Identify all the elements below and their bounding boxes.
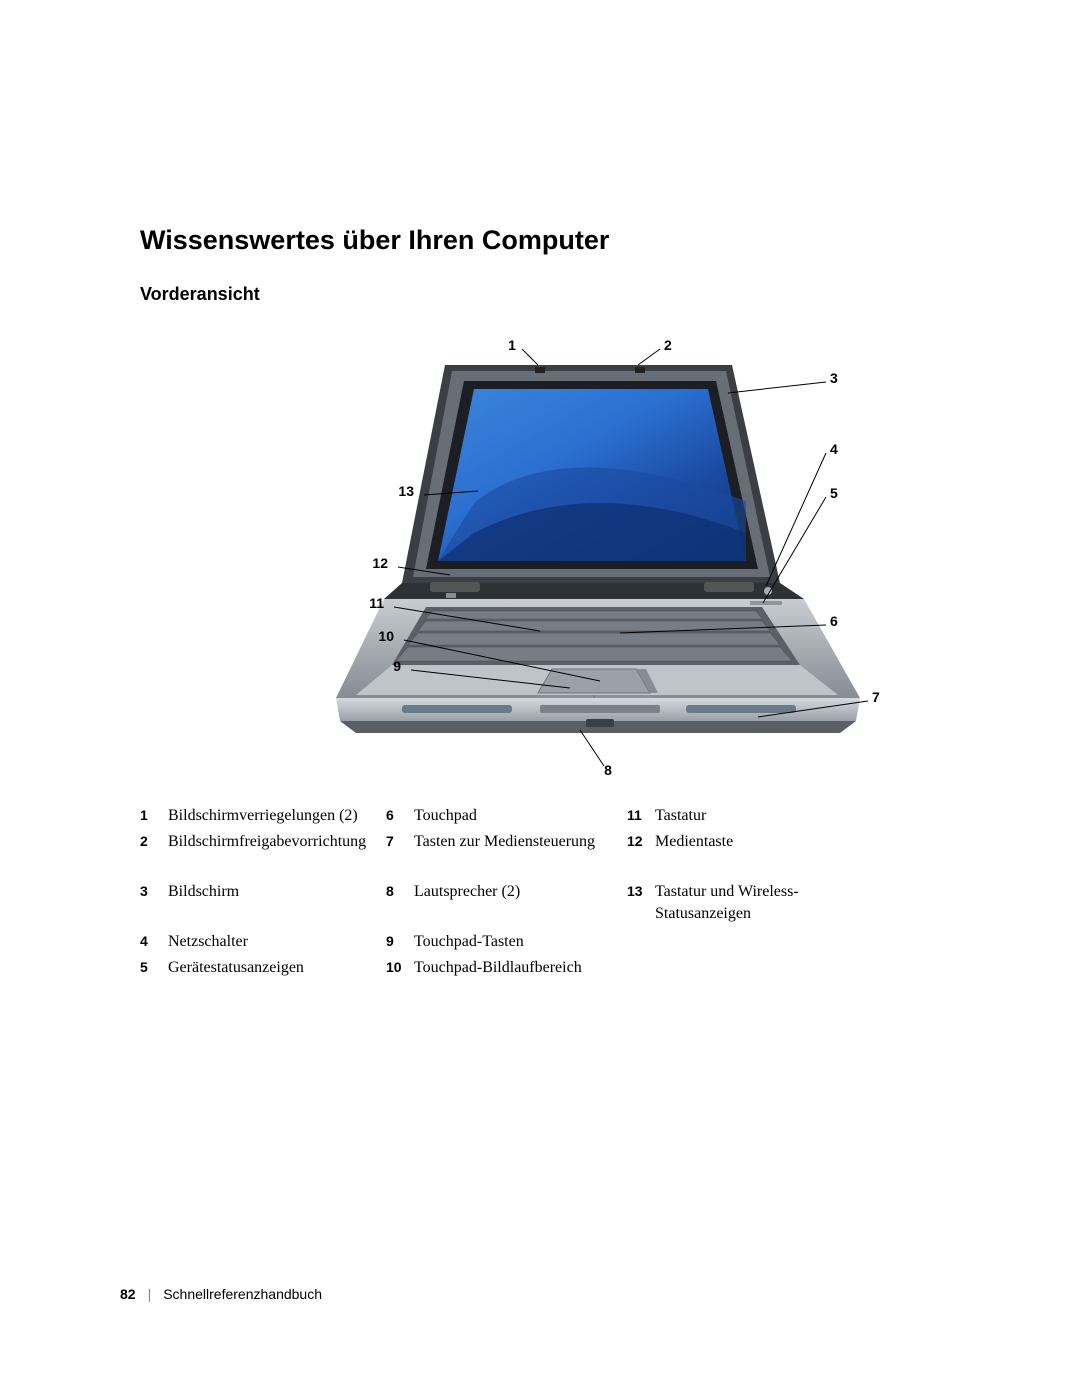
legend-row: 1Bildschirmverriegelungen (2) <box>140 803 368 829</box>
callout-2: 2 <box>664 337 672 353</box>
legend-label: Bildschirm <box>168 881 368 903</box>
legend-num: 12 <box>627 831 655 849</box>
callout-8: 8 <box>604 762 612 778</box>
legend-num: 8 <box>386 881 414 899</box>
legend-num: 10 <box>386 957 414 975</box>
legend-col-1: 1Bildschirmverriegelungen (2)2Bildschirm… <box>140 803 368 981</box>
legend-num: 4 <box>140 931 168 949</box>
legend-row: 4Netzschalter <box>140 929 368 955</box>
legend-num: 13 <box>627 881 655 899</box>
legend-row: 8Lautsprecher (2) <box>386 879 609 929</box>
callout-4: 4 <box>830 441 838 457</box>
legend-row: 7Tasten zur Mediensteuerung <box>386 829 609 879</box>
legend-label: Bildschirmfreigabevorrichtung <box>168 831 368 853</box>
callout-7: 7 <box>872 689 880 705</box>
callout-5: 5 <box>830 485 838 501</box>
callout-13: 13 <box>398 483 414 499</box>
callout-6: 6 <box>830 613 838 629</box>
legend-num: 5 <box>140 957 168 975</box>
page-footer: 82 | Schnellreferenzhandbuch <box>120 1286 322 1302</box>
callout-3: 3 <box>830 370 838 386</box>
legend-label: Bildschirmverriegelungen (2) <box>168 805 368 827</box>
legend-row: 6Touchpad <box>386 803 609 829</box>
legend-num: 2 <box>140 831 168 849</box>
legend-label: Gerätestatusanzeigen <box>168 957 368 979</box>
legend-num: 9 <box>386 931 414 949</box>
callout-1: 1 <box>508 337 516 353</box>
section-heading: Wissenswertes über Ihren Computer <box>140 225 940 256</box>
legend-row: 9Touchpad-Tasten <box>386 929 609 955</box>
legend-label: Lautsprecher (2) <box>414 881 609 903</box>
legend-row: 10Touchpad-Bildlaufbereich <box>386 955 609 981</box>
legend-row: 3Bildschirm <box>140 879 368 929</box>
page-number: 82 <box>120 1286 136 1302</box>
legend-row: 12Medientaste <box>627 829 825 879</box>
legend-row: 13Tastatur und Wireless-Statusanzeigen <box>627 879 825 929</box>
legend-table: 1Bildschirmverriegelungen (2)2Bildschirm… <box>140 803 940 981</box>
legend-label: Netzschalter <box>168 931 368 953</box>
legend-label: Touchpad <box>414 805 609 827</box>
footer-divider: | <box>148 1286 152 1302</box>
legend-num: 11 <box>627 805 655 823</box>
legend-label: Touchpad-Tasten <box>414 931 609 953</box>
legend-row: 5Gerätestatusanzeigen <box>140 955 368 981</box>
legend-label: Tastatur und Wireless-Statusanzeigen <box>655 881 825 924</box>
legend-num: 6 <box>386 805 414 823</box>
callout-9: 9 <box>393 658 401 674</box>
footer-title: Schnellreferenzhandbuch <box>163 1286 322 1302</box>
legend-row: 11Tastatur <box>627 803 825 829</box>
legend-label: Tastatur <box>655 805 825 827</box>
callout-12: 12 <box>372 555 388 571</box>
legend-label: Tasten zur Mediensteuerung <box>414 831 609 853</box>
legend-label: Touchpad-Bildlaufbereich <box>414 957 609 979</box>
legend-col-3: 11Tastatur12Medientaste13Tastatur und Wi… <box>627 803 825 981</box>
legend-row: 2Bildschirmfreigabevorrichtung <box>140 829 368 879</box>
front-view-diagram: 12345678910111213 <box>140 323 940 783</box>
legend-label: Medientaste <box>655 831 825 853</box>
callout-10: 10 <box>378 628 394 644</box>
section-subheading: Vorderansicht <box>140 284 940 305</box>
legend-num: 3 <box>140 881 168 899</box>
legend-num: 1 <box>140 805 168 823</box>
callout-11: 11 <box>369 595 384 611</box>
legend-col-2: 6Touchpad7Tasten zur Mediensteuerung8Lau… <box>386 803 609 981</box>
legend-num: 7 <box>386 831 414 849</box>
laptop-illustration: 12345678910111213 <box>140 323 940 783</box>
